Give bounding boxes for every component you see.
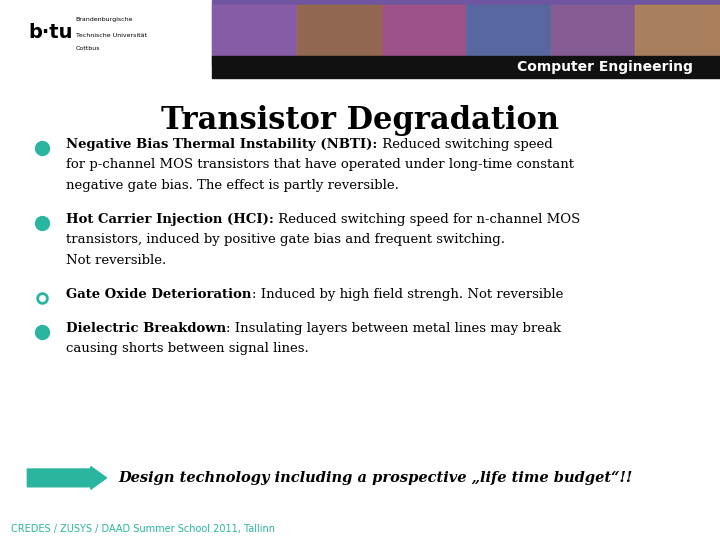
Text: Dielectric Breakdown: Dielectric Breakdown <box>66 322 226 335</box>
Text: for p-channel MOS transistors that have operated under long-time constant: for p-channel MOS transistors that have … <box>66 158 575 171</box>
Text: transistors, induced by positive gate bias and frequent switching.: transistors, induced by positive gate bi… <box>66 233 505 246</box>
FancyArrow shape <box>27 467 107 489</box>
Text: Technische Universität: Technische Universität <box>76 32 147 38</box>
Text: Gate Oxide Deterioration: Gate Oxide Deterioration <box>66 288 251 301</box>
Text: Brandenburgische: Brandenburgische <box>76 17 133 22</box>
Bar <box>551 5 635 57</box>
Bar <box>382 5 467 57</box>
Bar <box>297 5 382 57</box>
Text: CREDES / ZUSYS / DAAD Summer School 2011, Tallinn: CREDES / ZUSYS / DAAD Summer School 2011… <box>11 523 275 534</box>
Bar <box>636 5 720 57</box>
Bar <box>212 56 720 78</box>
Text: negative gate bias. The effect is partly reversible.: negative gate bias. The effect is partly… <box>66 179 399 192</box>
Text: Reduced switching speed: Reduced switching speed <box>377 138 552 151</box>
Bar <box>212 0 720 65</box>
Text: Transistor Degradation: Transistor Degradation <box>161 105 559 136</box>
Text: Cottbus: Cottbus <box>76 46 100 51</box>
Text: : Insulating layers between metal lines may break: : Insulating layers between metal lines … <box>226 322 562 335</box>
Text: : Induced by high field strengh. Not reversible: : Induced by high field strengh. Not rev… <box>251 288 563 301</box>
Text: Hot Carrier Injection (HCI):: Hot Carrier Injection (HCI): <box>66 213 274 226</box>
Text: causing shorts between signal lines.: causing shorts between signal lines. <box>66 342 309 355</box>
Text: Design technology including a prospective „life time budget“!!: Design technology including a prospectiv… <box>119 471 633 485</box>
Text: Computer Engineering: Computer Engineering <box>517 60 693 74</box>
Text: Reduced switching speed for n-channel MOS: Reduced switching speed for n-channel MO… <box>274 213 580 226</box>
Bar <box>467 5 551 57</box>
Text: Negative Bias Thermal Instability (NBTI):: Negative Bias Thermal Instability (NBTI)… <box>66 138 377 151</box>
Text: b·tu: b·tu <box>29 23 73 42</box>
Bar <box>212 5 297 57</box>
Text: Not reversible.: Not reversible. <box>66 254 166 267</box>
